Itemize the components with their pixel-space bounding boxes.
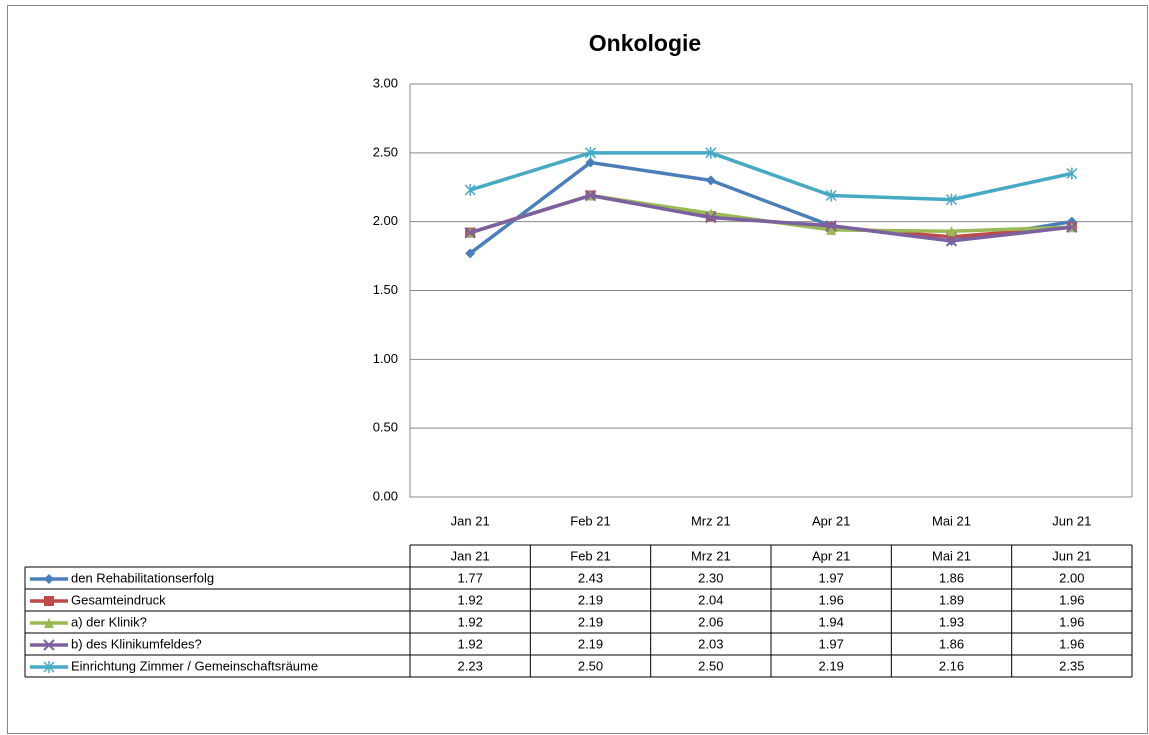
- legend-label: Gesamteindruck: [71, 592, 166, 607]
- marker: [464, 226, 476, 239]
- table-value: 1.96: [1059, 614, 1084, 629]
- y-tick-label: 2.00: [373, 213, 398, 228]
- legend-label: den Rehabilitationserfolg: [71, 570, 214, 585]
- table-header: Jun 21: [1052, 548, 1091, 563]
- series-line: [469, 193, 1073, 243]
- marker: [465, 248, 476, 259]
- marker: [705, 175, 716, 186]
- marker: [585, 157, 596, 168]
- table-value: 2.19: [578, 614, 603, 629]
- marker: [1066, 167, 1078, 180]
- table-value: 1.93: [939, 614, 964, 629]
- y-tick-label: 2.50: [373, 144, 398, 159]
- x-tick-label: Apr 21: [812, 513, 850, 528]
- table-value: 1.92: [458, 636, 483, 651]
- series-line: [469, 151, 1073, 202]
- legend-marker: [43, 661, 55, 673]
- table-value: 2.00: [1059, 570, 1084, 585]
- table-header: Mrz 21: [691, 548, 731, 563]
- table-value: 1.92: [458, 592, 483, 607]
- marker: [945, 235, 958, 247]
- legend-label: Einrichtung Zimmer / Gemeinschaftsräume: [71, 658, 318, 673]
- table-value: 1.96: [1059, 636, 1084, 651]
- legend-marker: [44, 574, 54, 584]
- table-value: 2.50: [578, 658, 603, 673]
- table-value: 1.94: [819, 614, 844, 629]
- y-tick-label: 0.50: [373, 420, 398, 435]
- table-header: Jan 21: [451, 548, 490, 563]
- x-tick-label: Mrz 21: [691, 513, 731, 528]
- table-value: 1.92: [458, 614, 483, 629]
- x-tick-label: Jan 21: [451, 513, 490, 528]
- table-value: 2.19: [578, 592, 603, 607]
- chart-title: Onkologie: [589, 30, 701, 56]
- x-tick-label: Feb 21: [570, 513, 610, 528]
- y-tick-label: 3.00: [373, 75, 398, 90]
- marker: [464, 184, 476, 197]
- marker: [1066, 221, 1078, 233]
- marker: [825, 220, 837, 232]
- chart-border: [7, 5, 1148, 734]
- y-tick-label: 0.00: [373, 488, 398, 503]
- table-value: 1.97: [819, 570, 844, 585]
- marker: [584, 189, 597, 202]
- table-value: 1.86: [939, 570, 964, 585]
- marker: [826, 224, 837, 235]
- marker: [825, 189, 837, 202]
- marker: [945, 193, 958, 206]
- legend-label: a) der Klinik?: [71, 614, 147, 629]
- marker: [705, 146, 717, 159]
- table-value: 2.19: [819, 658, 844, 673]
- legend-marker: [44, 618, 54, 628]
- table-value: 2.04: [698, 592, 723, 607]
- marker: [584, 146, 597, 159]
- y-tick-label: 1.50: [373, 282, 398, 297]
- legend-label: b) des Klinikumfeldes?: [71, 636, 202, 651]
- table-header: Mai 21: [932, 548, 971, 563]
- x-tick-label: Mai 21: [932, 513, 971, 528]
- table-value: 1.96: [1059, 592, 1084, 607]
- marker: [705, 211, 717, 224]
- marker: [946, 231, 957, 242]
- marker: [946, 226, 957, 237]
- table-value: 1.77: [458, 570, 483, 585]
- table-header: Feb 21: [570, 548, 610, 563]
- table-value: 2.06: [698, 614, 723, 629]
- table-value: 1.89: [939, 592, 964, 607]
- legend-marker: [44, 596, 54, 606]
- table-value: 2.30: [698, 570, 723, 585]
- table-value: 2.35: [1059, 658, 1084, 673]
- table-value: 1.96: [819, 592, 844, 607]
- table-value: 2.43: [578, 570, 603, 585]
- table-value: 2.23: [458, 658, 483, 673]
- table-value: 1.86: [939, 636, 964, 651]
- y-tick-label: 1.00: [373, 351, 398, 366]
- legend-marker: [43, 639, 55, 651]
- table-value: 2.50: [698, 658, 723, 673]
- table-value: 1.97: [819, 636, 844, 651]
- table-value: 2.19: [578, 636, 603, 651]
- table-value: 2.16: [939, 658, 964, 673]
- table-value: 2.03: [698, 636, 723, 651]
- table-header: Apr 21: [812, 548, 850, 563]
- x-tick-label: Jun 21: [1052, 513, 1091, 528]
